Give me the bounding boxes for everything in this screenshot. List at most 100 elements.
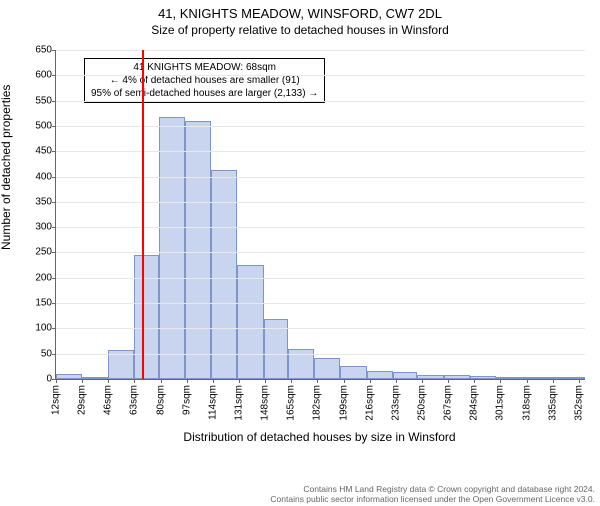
y-tick-mark [52, 303, 56, 304]
x-tick-mark [265, 379, 266, 383]
x-tick-label: 301sqm [495, 385, 506, 421]
y-tick-mark [52, 278, 56, 279]
x-tick-mark [134, 379, 135, 383]
x-tick-label: 97sqm [181, 385, 192, 415]
y-tick-label: 150 [35, 298, 52, 309]
histogram-bar [547, 377, 573, 379]
histogram-bar [520, 377, 546, 379]
x-tick-mark [396, 379, 397, 383]
y-tick-label: 350 [35, 196, 52, 207]
plot-area: 41 KNIGHTS MEADOW: 68sqm ← 4% of detache… [55, 50, 585, 380]
x-tick-label: 46sqm [103, 385, 114, 415]
annotation-line-1: 41 KNIGHTS MEADOW: 68sqm [91, 61, 318, 74]
x-tick-mark [579, 379, 580, 383]
histogram-bar [340, 366, 366, 379]
x-tick-mark [474, 379, 475, 383]
y-tick-mark [52, 177, 56, 178]
grid-line [56, 202, 585, 203]
x-tick-mark [527, 379, 528, 383]
page-subtitle: Size of property relative to detached ho… [0, 23, 600, 37]
histogram-bar [82, 377, 108, 379]
grid-line [56, 303, 585, 304]
grid-line [56, 151, 585, 152]
y-tick-label: 50 [41, 348, 52, 359]
y-tick-label: 400 [35, 171, 52, 182]
x-tick-mark [422, 379, 423, 383]
y-tick-mark [52, 101, 56, 102]
x-tick-mark [553, 379, 554, 383]
histogram-bar [185, 121, 211, 379]
x-tick-mark [56, 379, 57, 383]
y-tick-label: 250 [35, 247, 52, 258]
grid-line [56, 101, 585, 102]
x-tick-mark [344, 379, 345, 383]
x-tick-label: 233sqm [390, 385, 401, 421]
y-tick-mark [52, 354, 56, 355]
x-tick-mark [108, 379, 109, 383]
y-tick-label: 500 [35, 120, 52, 131]
grid-line [56, 177, 585, 178]
y-tick-mark [52, 50, 56, 51]
grid-line [56, 126, 585, 127]
x-tick-label: 12sqm [51, 385, 62, 415]
footer-line-1: Contains HM Land Registry data © Crown c… [0, 484, 595, 494]
x-tick-mark [291, 379, 292, 383]
footer: Contains HM Land Registry data © Crown c… [0, 484, 595, 504]
x-tick-label: 114sqm [207, 385, 218, 420]
histogram-chart: Number of detached properties 41 KNIGHTS… [0, 50, 600, 450]
y-tick-label: 550 [35, 95, 52, 106]
grid-line [56, 328, 585, 329]
y-tick-mark [52, 75, 56, 76]
y-tick-label: 100 [35, 323, 52, 334]
y-axis-label: Number of detached properties [0, 85, 13, 250]
x-tick-label: 182sqm [312, 385, 323, 421]
x-tick-label: 284sqm [469, 385, 480, 421]
page-title: 41, KNIGHTS MEADOW, WINSFORD, CW7 2DL [0, 6, 600, 21]
y-tick-mark [52, 151, 56, 152]
grid-line [56, 278, 585, 279]
grid-line [56, 50, 585, 51]
x-tick-label: 131sqm [233, 385, 244, 421]
grid-line [56, 227, 585, 228]
x-tick-mark [239, 379, 240, 383]
x-tick-mark [317, 379, 318, 383]
y-tick-label: 200 [35, 272, 52, 283]
annotation-box: 41 KNIGHTS MEADOW: 68sqm ← 4% of detache… [84, 58, 325, 103]
x-tick-label: 250sqm [416, 385, 427, 421]
x-tick-label: 148sqm [260, 385, 271, 421]
histogram-bar [237, 265, 263, 379]
footer-line-2: Contains public sector information licen… [0, 494, 595, 504]
histogram-bar [134, 255, 159, 379]
reference-line [142, 50, 144, 379]
x-tick-mark [82, 379, 83, 383]
histogram-bar [56, 374, 82, 379]
x-tick-mark [370, 379, 371, 383]
y-tick-label: 600 [35, 70, 52, 81]
histogram-bar [367, 371, 393, 379]
x-tick-label: 63sqm [129, 385, 140, 415]
y-tick-mark [52, 252, 56, 253]
grid-line [56, 75, 585, 76]
x-tick-mark [161, 379, 162, 383]
x-tick-label: 318sqm [521, 385, 532, 421]
y-tick-mark [52, 328, 56, 329]
grid-line [56, 354, 585, 355]
annotation-line-3: 95% of semi-detached houses are larger (… [91, 87, 318, 100]
x-tick-mark [213, 379, 214, 383]
x-tick-label: 80sqm [155, 385, 166, 415]
y-tick-label: 450 [35, 146, 52, 157]
y-tick-label: 650 [35, 45, 52, 56]
y-tick-label: 0 [46, 374, 52, 385]
x-tick-label: 267sqm [443, 385, 454, 421]
histogram-bar [393, 372, 418, 379]
x-tick-label: 165sqm [286, 385, 297, 421]
histogram-bar [159, 117, 185, 379]
x-tick-label: 29sqm [77, 385, 88, 415]
x-tick-label: 199sqm [338, 385, 349, 421]
grid-line [56, 252, 585, 253]
x-tick-mark [448, 379, 449, 383]
x-tick-label: 335sqm [547, 385, 558, 421]
x-axis-label: Distribution of detached houses by size … [55, 430, 584, 444]
x-tick-label: 352sqm [573, 385, 584, 421]
y-tick-mark [52, 202, 56, 203]
